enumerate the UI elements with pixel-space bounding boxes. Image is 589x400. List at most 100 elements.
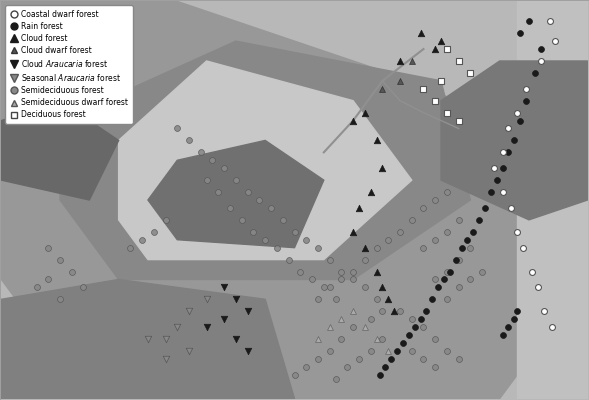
Point (360, 256, 369, 263)
Point (284, 256, 293, 263)
Point (349, 276, 358, 283)
Point (173, 324, 182, 330)
Point (383, 296, 393, 302)
Point (354, 205, 363, 211)
Legend: Coastal dwarf forest, Rain forest, Cloud forest, Cloud dwarf forest, Cloud $\it{: Coastal dwarf forest, Rain forest, Cloud… (5, 5, 133, 124)
Point (137, 236, 147, 243)
Point (372, 336, 381, 342)
Point (509, 316, 519, 322)
Point (463, 236, 472, 243)
Point (226, 205, 235, 211)
Point (422, 308, 431, 314)
Point (395, 308, 405, 314)
Point (454, 117, 464, 124)
Point (325, 324, 335, 330)
Point (325, 348, 335, 354)
Point (202, 324, 211, 330)
Point (509, 137, 519, 144)
Point (477, 268, 487, 275)
Point (372, 296, 381, 302)
Point (266, 205, 276, 211)
Point (428, 296, 437, 302)
Point (419, 86, 428, 92)
Point (325, 256, 335, 263)
Point (237, 217, 246, 223)
Point (442, 228, 452, 235)
Point (416, 30, 425, 36)
Point (454, 284, 464, 290)
Point (466, 70, 475, 76)
Point (161, 217, 170, 223)
Point (349, 324, 358, 330)
Point (416, 316, 425, 322)
Point (454, 58, 464, 64)
Point (454, 217, 464, 223)
Point (302, 236, 311, 243)
Point (442, 189, 452, 195)
Point (383, 236, 393, 243)
Point (442, 268, 452, 275)
Point (125, 244, 135, 251)
Point (208, 157, 217, 164)
Point (512, 228, 522, 235)
Point (504, 324, 513, 330)
Point (372, 244, 381, 251)
Point (548, 324, 557, 330)
Point (466, 276, 475, 283)
Point (419, 244, 428, 251)
Point (366, 316, 375, 322)
Point (44, 244, 53, 251)
Point (337, 316, 346, 322)
Point (533, 284, 542, 290)
Point (454, 256, 464, 263)
Point (302, 364, 311, 370)
Point (539, 308, 548, 314)
Point (475, 217, 484, 223)
Point (442, 348, 452, 354)
Polygon shape (60, 41, 471, 280)
Point (202, 177, 211, 183)
Point (407, 58, 416, 64)
Point (360, 324, 369, 330)
Point (378, 284, 387, 290)
Point (536, 58, 545, 64)
Point (521, 86, 531, 92)
Point (360, 110, 369, 116)
Point (386, 356, 396, 362)
Point (220, 165, 229, 172)
Point (419, 205, 428, 211)
Point (466, 244, 475, 251)
Point (436, 78, 446, 84)
Point (319, 284, 329, 290)
Point (498, 165, 507, 172)
Point (254, 197, 264, 203)
Polygon shape (441, 61, 588, 220)
Point (143, 336, 153, 342)
Polygon shape (517, 1, 588, 399)
Point (149, 228, 158, 235)
Point (372, 268, 381, 275)
Point (527, 268, 537, 275)
Point (220, 284, 229, 290)
Polygon shape (1, 101, 118, 200)
Point (79, 284, 88, 290)
Point (518, 244, 528, 251)
Point (551, 38, 560, 44)
Point (498, 189, 507, 195)
Point (231, 296, 240, 302)
Point (454, 356, 464, 362)
Point (337, 268, 346, 275)
Point (419, 356, 428, 362)
Point (378, 86, 387, 92)
Point (489, 165, 498, 172)
Point (436, 38, 446, 44)
Point (214, 189, 223, 195)
Point (395, 58, 405, 64)
Point (431, 236, 440, 243)
Point (498, 149, 507, 156)
Point (260, 236, 270, 243)
Point (524, 18, 534, 24)
Point (380, 364, 390, 370)
Point (480, 205, 489, 211)
Point (442, 46, 452, 52)
